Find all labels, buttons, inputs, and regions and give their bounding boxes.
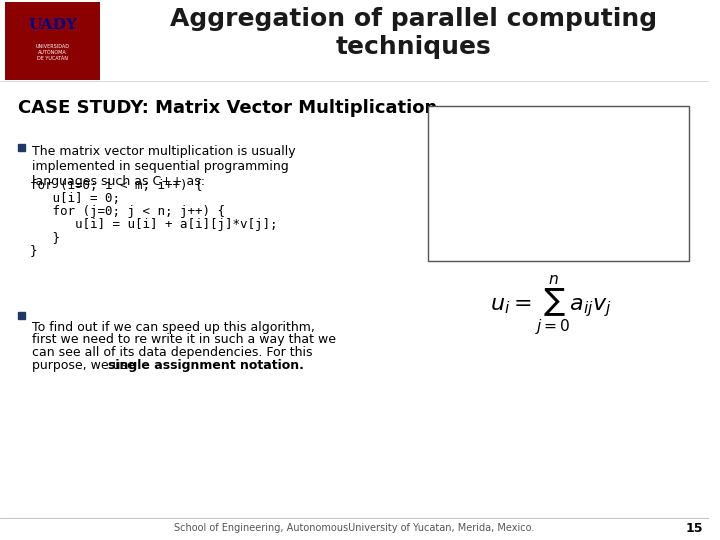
- Text: a[i,j] = A[i,j]  : 0 <= i < m: a[i,j] = A[i,j] : 0 <= i < m: [436, 132, 618, 142]
- Text: first we need to re write it in such a way that we: first we need to re write it in such a w…: [32, 334, 336, 347]
- FancyBboxPatch shape: [428, 106, 689, 261]
- Bar: [18, 312, 24, 319]
- Bar: [18, 144, 24, 151]
- Text: single assignment notation.: single assignment notation.: [108, 360, 304, 373]
- Text: for (j=0; j < n; j++) {: for (j=0; j < n; j++) {: [30, 205, 225, 218]
- Text: $u_i = \sum_{j=0}^{n} a_{ij} v_j$: $u_i = \sum_{j=0}^{n} a_{ij} v_j$: [490, 273, 613, 338]
- Bar: [0, 1, 709, 81]
- Text: u[i] = u[i] + a[i][j]*v[j];: u[i] = u[i] + a[i][j]*v[j];: [30, 218, 277, 231]
- Text: To find out if we can speed up this algorithm,: To find out if we can speed up this algo…: [32, 321, 315, 334]
- Text: purpose, we use: purpose, we use: [32, 360, 138, 373]
- Text: School of Engineering, AutonomousUniversity of Yucatan, Merida, Mexico.: School of Engineering, AutonomousUnivers…: [174, 523, 535, 533]
- Text: 0 <= j < n: 0 <= j < n: [436, 146, 642, 156]
- Text: can see all of its data dependencies. For this: can see all of its data dependencies. Fo…: [32, 347, 312, 360]
- Text: The matrix vector multiplication is usually
implemented in sequential programmin: The matrix vector multiplication is usua…: [32, 145, 295, 188]
- Text: Inputs:: Inputs:: [436, 118, 472, 128]
- Text: CASE STUDY: Matrix Vector Multiplication: CASE STUDY: Matrix Vector Multiplication: [18, 99, 437, 117]
- Text: }: }: [30, 244, 37, 256]
- Text: Outputs:: Outputs:: [436, 174, 482, 184]
- Text: }: }: [30, 231, 60, 244]
- Text: v[j] = V[j]       : 0 <= j < n: v[j] = V[j] : 0 <= j < n: [436, 160, 624, 170]
- Text: UNIVERSIDAD
AUTÓNOMA
DE YUCATÁN: UNIVERSIDAD AUTÓNOMA DE YUCATÁN: [35, 44, 70, 61]
- Text: UADY: UADY: [28, 18, 77, 32]
- Text: U[i] = u[i]       : 0 <= i < m: U[i] = u[i] : 0 <= i < m: [436, 188, 624, 198]
- Text: for (i=0; i < m; i++) {: for (i=0; i < m; i++) {: [30, 179, 202, 192]
- Text: Aggregation of parallel computing
techniques: Aggregation of parallel computing techni…: [170, 7, 657, 59]
- Text: u[i] = 0;: u[i] = 0;: [30, 192, 120, 205]
- Text: 15: 15: [685, 522, 703, 535]
